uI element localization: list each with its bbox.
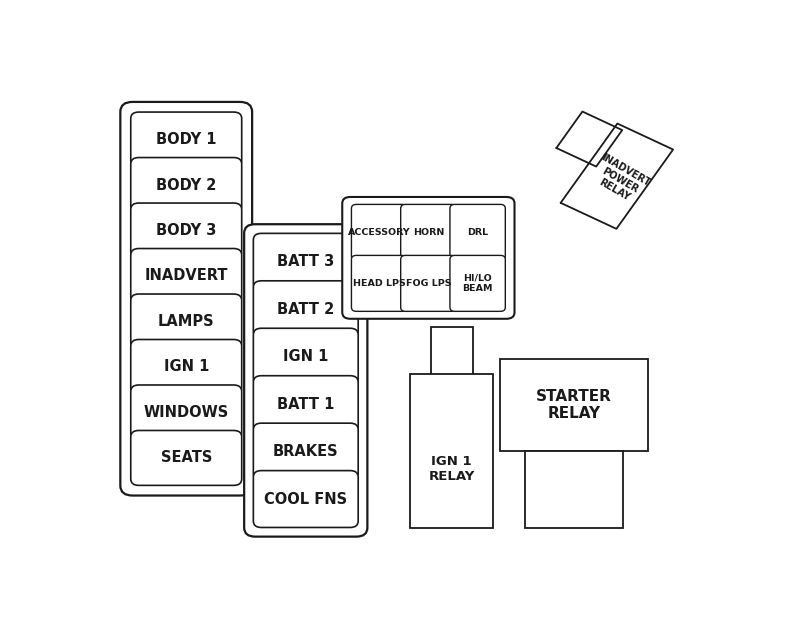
Text: IGN 1
RELAY: IGN 1 RELAY <box>429 455 475 484</box>
FancyBboxPatch shape <box>131 340 242 394</box>
Bar <box>431 327 473 377</box>
FancyBboxPatch shape <box>343 197 514 319</box>
Text: FOG LPS: FOG LPS <box>406 279 451 288</box>
FancyBboxPatch shape <box>131 112 242 167</box>
FancyBboxPatch shape <box>253 233 358 290</box>
FancyBboxPatch shape <box>401 255 456 311</box>
FancyBboxPatch shape <box>253 376 358 433</box>
FancyBboxPatch shape <box>253 281 358 338</box>
Text: BATT 3: BATT 3 <box>277 254 335 269</box>
FancyBboxPatch shape <box>131 385 242 440</box>
Bar <box>501 359 648 451</box>
Text: BODY 3: BODY 3 <box>156 223 217 238</box>
Text: INADVERT
POWER
RELAY: INADVERT POWER RELAY <box>588 152 652 208</box>
FancyBboxPatch shape <box>131 430 242 485</box>
FancyBboxPatch shape <box>253 423 358 480</box>
Text: WINDOWS: WINDOWS <box>144 405 229 420</box>
FancyBboxPatch shape <box>450 204 505 260</box>
FancyBboxPatch shape <box>450 255 505 311</box>
Bar <box>525 451 623 528</box>
Text: SEATS: SEATS <box>161 451 212 466</box>
Bar <box>411 374 493 528</box>
Text: IGN 1: IGN 1 <box>164 359 209 374</box>
Text: BATT 1: BATT 1 <box>277 397 335 412</box>
Text: BATT 2: BATT 2 <box>277 302 335 317</box>
FancyBboxPatch shape <box>120 102 252 496</box>
FancyBboxPatch shape <box>351 255 407 311</box>
FancyBboxPatch shape <box>131 294 242 349</box>
Text: BODY 2: BODY 2 <box>156 177 217 192</box>
FancyBboxPatch shape <box>351 204 407 260</box>
FancyBboxPatch shape <box>253 329 358 385</box>
FancyBboxPatch shape <box>244 224 367 537</box>
Text: BODY 1: BODY 1 <box>156 132 217 147</box>
Text: COOL FNS: COOL FNS <box>264 491 347 507</box>
FancyBboxPatch shape <box>131 203 242 258</box>
Text: BRAKES: BRAKES <box>273 444 339 459</box>
FancyBboxPatch shape <box>131 249 242 303</box>
FancyBboxPatch shape <box>131 158 242 212</box>
Text: HI/LO
BEAM: HI/LO BEAM <box>463 274 493 293</box>
Text: INADVERT: INADVERT <box>145 269 228 284</box>
Text: HEAD LPS: HEAD LPS <box>353 279 406 288</box>
Text: STARTER
RELAY: STARTER RELAY <box>536 389 612 421</box>
Text: IGN 1: IGN 1 <box>283 349 328 364</box>
Text: HORN: HORN <box>413 228 444 237</box>
Text: LAMPS: LAMPS <box>158 314 214 329</box>
FancyBboxPatch shape <box>401 204 456 260</box>
FancyBboxPatch shape <box>253 471 358 527</box>
Text: ACCESSORY: ACCESSORY <box>348 228 411 237</box>
Text: DRL: DRL <box>467 228 488 237</box>
